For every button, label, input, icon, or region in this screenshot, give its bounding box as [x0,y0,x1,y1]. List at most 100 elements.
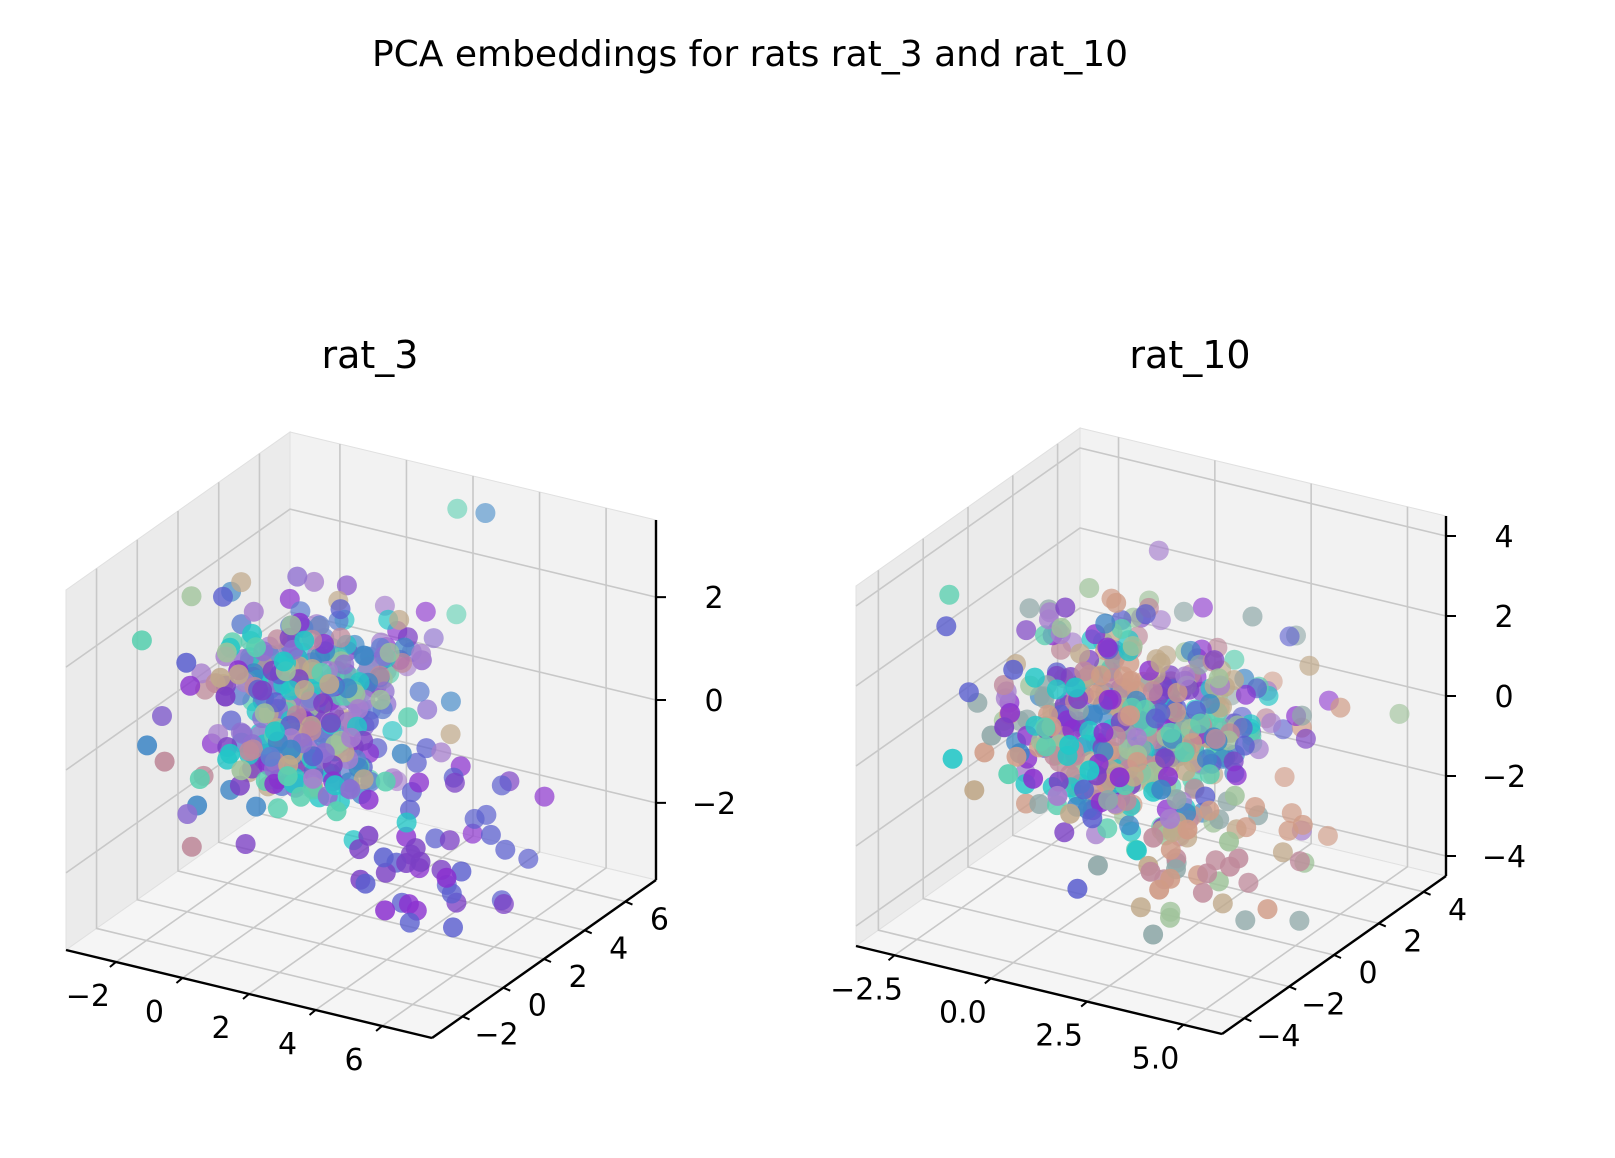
data-point [355,873,376,894]
y-tick [584,929,593,935]
data-point [480,824,501,845]
x-tick [242,993,250,1000]
data-point [294,630,315,651]
data-point [1160,907,1180,928]
data-point [340,779,361,800]
data-point [181,836,202,857]
axis-lines [65,520,666,1040]
data-point [243,601,264,622]
data-point [1245,797,1266,817]
data-point [277,766,298,787]
data-point [423,628,444,649]
data-point [1199,764,1220,785]
data-point [336,575,357,596]
y-gridline [877,570,1245,1019]
data-point [475,503,496,523]
data-point [294,680,315,700]
y-tick [1378,922,1387,928]
data-point [1208,668,1229,689]
y-tick-label: −4 [1256,1019,1300,1054]
data-point [370,689,391,710]
data-point [1142,681,1163,702]
data-point [1046,679,1067,700]
data-point [260,746,281,767]
data-point [1175,666,1196,687]
z-gridline [855,527,1447,687]
data-point [304,571,325,592]
data-point [1151,779,1172,800]
data-point [1205,728,1226,749]
y-tick-label: 0 [528,989,547,1024]
data-point [391,743,412,764]
data-point [1192,882,1213,903]
subplot-title-rat-10: rat_10 [1129,333,1250,377]
data-point [239,741,260,762]
data-point [341,727,362,748]
x-tick [375,1025,383,1032]
z-gridline [65,611,657,771]
data-point [1029,794,1050,814]
x-tick-label: 0.0 [939,995,987,1030]
data-point [246,637,266,658]
data-point [280,739,301,760]
x-gridline [1183,506,1409,1026]
data-point [1226,765,1247,786]
x-tick [308,1009,317,1016]
data-point [1197,863,1218,884]
data-point [1051,639,1071,660]
data-point [1166,702,1186,723]
data-point [337,678,358,699]
data-point [1035,717,1056,738]
data-point [313,693,334,714]
data-point [410,851,431,872]
data-point [493,894,514,914]
data-point [1054,822,1075,843]
data-point [320,712,341,733]
data-point [382,721,403,741]
data-point [235,834,256,854]
data-point [229,775,250,796]
data-point [1192,597,1213,618]
data-point [1016,620,1037,641]
data-point [1199,800,1220,821]
data-point [1389,703,1410,724]
data-point [1067,878,1088,899]
data-point [1070,643,1091,664]
data-point [1003,659,1024,680]
data-point [1130,897,1151,918]
data-point [1166,789,1187,810]
x-tick [887,954,896,962]
y-tick-label: −2 [1301,988,1345,1023]
data-point [375,900,396,921]
x-gridline [315,492,541,1011]
data-point [399,912,420,933]
y-tick-label: 4 [609,931,628,966]
data-point [375,862,396,883]
y-tick-label: 0 [1358,956,1377,991]
data-point [358,825,379,846]
data-point [287,566,308,587]
data-point [1095,613,1116,634]
x-tick [984,977,992,985]
data-point [1097,818,1118,839]
data-point [273,651,294,672]
data-point [491,775,512,796]
y-gridline [922,538,1290,988]
data-point [936,616,957,637]
data-point [398,707,419,728]
data-point [215,686,236,707]
y-tick [625,900,633,906]
data-point [446,604,467,625]
data-point [154,751,175,772]
z-tick-label: 2 [1494,600,1513,635]
data-point [409,681,430,702]
data-point [1242,606,1263,627]
data-point [1257,899,1278,920]
data-point [1106,592,1127,613]
data-point [1135,604,1156,625]
data-point [1098,689,1119,710]
z-tick-label: −2 [1482,760,1526,795]
data-point [1082,808,1103,829]
data-point [447,498,468,519]
